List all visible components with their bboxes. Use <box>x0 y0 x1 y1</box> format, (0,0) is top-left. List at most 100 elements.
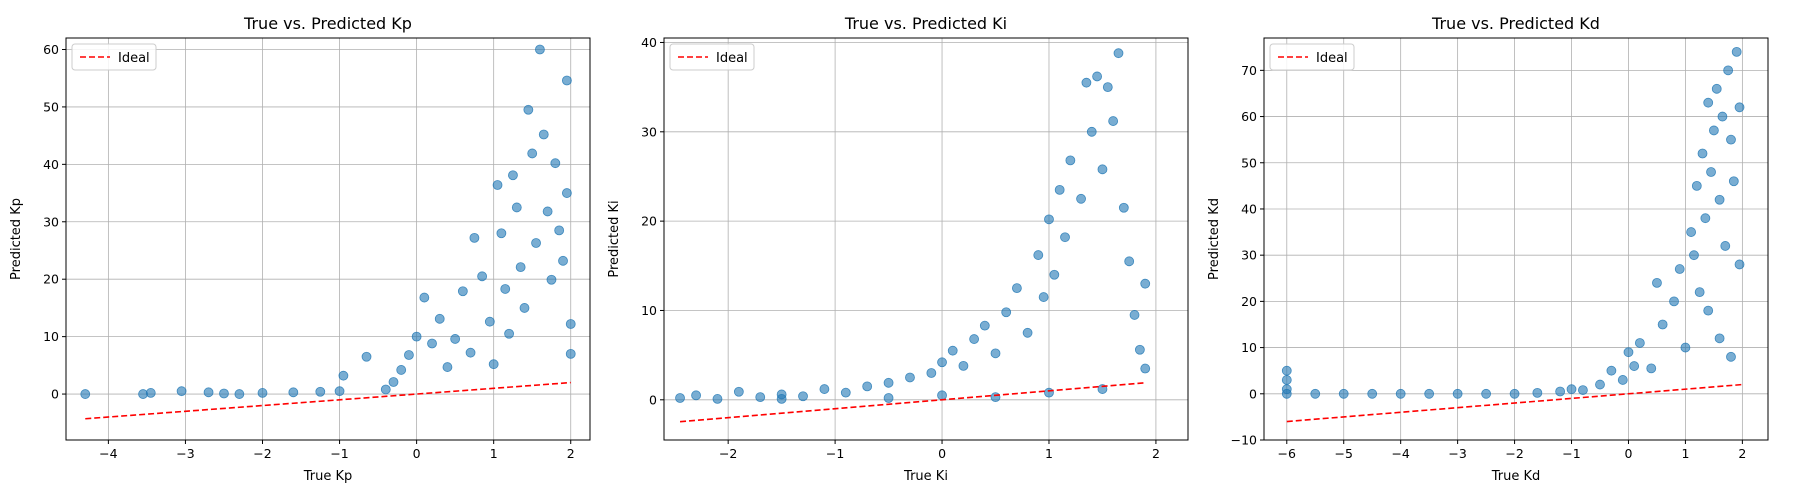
data-point <box>546 274 557 285</box>
data-point <box>990 392 1001 403</box>
data-point <box>1706 167 1716 177</box>
data-point <box>1076 193 1086 204</box>
data-point <box>1617 375 1628 385</box>
data-point <box>1129 310 1140 320</box>
y-tick-label: 0 <box>649 392 657 407</box>
x-tick-label: −6 <box>1278 446 1296 461</box>
data-point <box>969 334 980 344</box>
data-point <box>338 370 349 381</box>
x-tick-label: −3 <box>1448 446 1466 461</box>
data-point <box>1652 277 1662 288</box>
data-point <box>1038 292 1049 302</box>
data-point <box>1338 388 1349 399</box>
data-point <box>504 328 514 339</box>
data-point <box>427 338 437 349</box>
data-point <box>257 388 268 398</box>
data-point <box>883 393 894 403</box>
x-tick-label: −4 <box>99 446 117 461</box>
data-point <box>176 386 187 397</box>
x-tick-label: 0 <box>413 446 421 461</box>
data-point <box>937 390 947 401</box>
data-point <box>1113 48 1124 59</box>
data-point <box>1097 164 1108 175</box>
x-tick-label: −2 <box>719 446 737 461</box>
axes-frame <box>65 37 591 441</box>
data-point <box>1134 344 1145 355</box>
y-tick-label: 0 <box>1249 386 1257 401</box>
data-point <box>1734 259 1745 270</box>
x-tick-label: 2 <box>567 446 575 461</box>
x-tick-label: −1 <box>330 446 348 461</box>
data-point <box>538 129 549 140</box>
x-tick-label: −3 <box>176 446 194 461</box>
axes-frame <box>663 37 1189 441</box>
data-point <box>712 394 723 404</box>
data-point <box>411 331 422 342</box>
data-point <box>675 393 685 403</box>
data-point <box>1686 227 1697 237</box>
data-point <box>542 206 553 217</box>
data-point <box>990 348 1001 359</box>
chart-title: True vs. Predicted Kd <box>1431 14 1600 33</box>
y-tick-label: 20 <box>1241 294 1257 309</box>
data-point <box>334 386 345 397</box>
data-point <box>500 284 511 294</box>
data-point <box>1680 342 1691 353</box>
data-point <box>862 381 873 392</box>
data-point <box>819 384 830 394</box>
legend-box <box>71 43 157 71</box>
data-point <box>1424 388 1435 399</box>
y-tick-label: 0 <box>51 387 59 402</box>
data-point <box>798 391 808 402</box>
data-point <box>1140 278 1151 289</box>
data-point <box>535 44 545 55</box>
y-tick-label: 30 <box>1241 248 1257 263</box>
data-point <box>380 384 391 395</box>
data-point <box>1044 214 1054 225</box>
data-point <box>1022 327 1033 338</box>
data-point <box>1717 111 1728 122</box>
data-point <box>561 188 572 198</box>
x-tick-label: 1 <box>1045 446 1053 461</box>
ideal-line <box>679 382 1146 423</box>
x-tick-label: −2 <box>253 446 271 461</box>
legend-label: Ideal <box>1316 51 1348 66</box>
data-point <box>1281 375 1292 385</box>
data-point <box>515 262 526 273</box>
data-point <box>1124 256 1135 267</box>
data-point <box>905 372 915 383</box>
data-point <box>1049 269 1060 280</box>
data-point <box>1711 83 1722 94</box>
data-point <box>203 387 214 398</box>
legend-label: Ideal <box>118 51 150 66</box>
data-point <box>450 334 461 344</box>
legend: Ideal <box>71 43 157 71</box>
data-point <box>1646 363 1657 374</box>
legend-label: Ideal <box>716 51 748 66</box>
data-point <box>457 286 468 297</box>
data-point <box>1623 347 1634 358</box>
y-tick-label: 10 <box>1241 340 1257 355</box>
data-point <box>1634 338 1645 348</box>
data-point <box>1011 283 1022 294</box>
data-point <box>1708 125 1719 136</box>
data-point <box>565 319 576 329</box>
data-point <box>488 359 499 370</box>
data-point <box>733 386 744 397</box>
data-point <box>442 362 453 372</box>
data-point <box>1033 250 1044 260</box>
y-axis-label: Predicted Ki <box>607 200 622 277</box>
data-point <box>469 232 480 243</box>
y-tick-label: 70 <box>1241 63 1257 78</box>
y-tick-label: 40 <box>43 157 59 172</box>
data-point <box>691 390 701 401</box>
chart-title: True vs. Predicted Kp <box>243 14 412 33</box>
data-point <box>1532 387 1543 398</box>
data-point <box>1734 102 1745 113</box>
data-point <box>937 357 947 368</box>
data-point <box>979 320 990 331</box>
data-point <box>1629 361 1640 371</box>
